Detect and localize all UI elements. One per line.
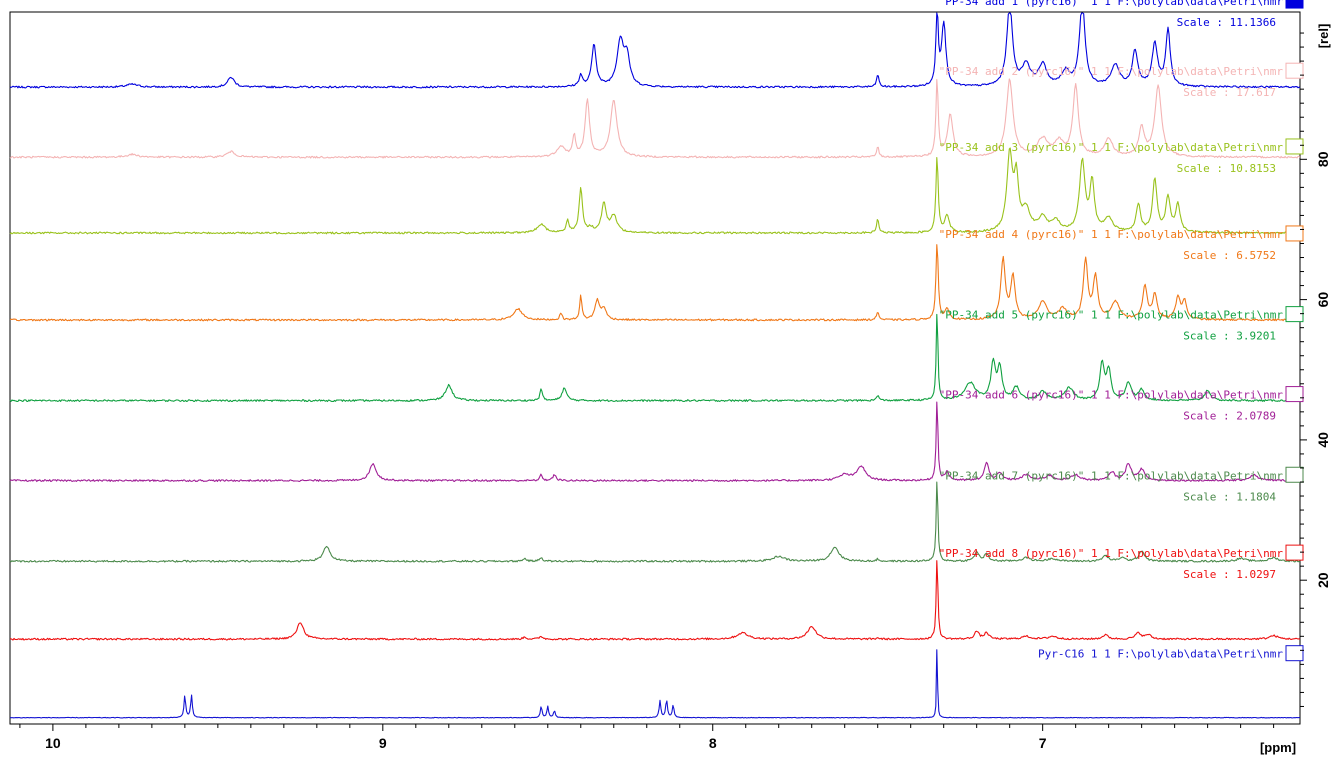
spectrum-trace-9 [9,649,1301,719]
spectrum-name-label: "PP-34 add 3 (pyrc16)" 1 1 F:\polylab\da… [939,141,1284,154]
spectrum-scale-label: Scale : 1.0297 [1183,568,1276,581]
spectrum-name-label: "PP-34 add 2 (pyrc16)" 1 1 F:\polylab\da… [939,65,1284,78]
spectrum-legend-swatch[interactable] [1285,645,1304,662]
spectrum-scale-label: Scale : 10.8153 [1177,162,1276,175]
spectrum-name-label: "PP-34 add 8 (pyrc16)" 1 1 F:\polylab\da… [939,547,1284,560]
spectrum-trace-7 [9,481,1301,563]
spectrum-scale-label: Scale : 6.5752 [1183,249,1276,262]
spectrum-legend-swatch[interactable] [1285,62,1304,79]
y-axis: [rel] 20 40 60 80 [1300,24,1331,707]
x-axis: [ppm] 10 9 8 7 [19,724,1296,755]
spectrum-traces [9,12,1301,719]
x-tick-label: 8 [709,735,717,751]
spectrum-name-label: "PP-34 add 4 (pyrc16)" 1 1 F:\polylab\da… [939,228,1284,241]
spectrum-scale-label: Scale : 11.1366 [1177,16,1276,29]
spectrum-name-label: "PP-34 add 6 (pyrc16)" 1 1 F:\polylab\da… [939,389,1284,402]
spectrum-trace-5 [9,313,1301,403]
spectrum-name-label: "PP-34 add 5 (pyrc16)" 1 1 F:\polylab\da… [939,309,1284,322]
spectrum-legend-swatch[interactable] [1285,0,1304,9]
x-tick-label: 10 [45,735,61,751]
x-tick-label: 7 [1039,735,1047,751]
y-tick-label: 80 [1315,151,1331,167]
spectrum-trace-2 [9,78,1301,159]
spectrum-scale-label: Scale : 1.1804 [1183,490,1276,503]
spectrum-name-label: "PP-34 add 1 (pyrc16)" 1 1 F:\polylab\da… [939,0,1284,8]
spectrum-labels: "PP-34 add 1 (pyrc16)" 1 1 F:\polylab\da… [939,0,1304,662]
spectrum-trace-4 [9,244,1300,322]
spectrum-trace-1 [9,12,1301,89]
x-tick-label: 9 [379,735,387,751]
spectrum-scale-label: Scale : 17.617 [1183,86,1276,99]
x-axis-unit: [ppm] [1260,740,1296,755]
spectrum-name-label: Pyr-C16 1 1 F:\polylab\data\Petri\nmr [1038,648,1283,661]
spectrum-legend-swatch[interactable] [1285,138,1304,155]
plot-frame [9,11,1301,725]
y-tick-label: 60 [1315,292,1331,308]
y-tick-label: 40 [1315,432,1331,448]
spectrum-trace-3 [9,147,1301,235]
y-axis-unit: [rel] [1316,24,1331,49]
spectrum-scale-label: Scale : 3.9201 [1183,330,1276,343]
spectrum-legend-swatch[interactable] [1285,466,1304,483]
spectrum-scale-label: Scale : 2.0789 [1183,410,1276,423]
spectrum-trace-6 [9,401,1301,483]
spectrum-legend-swatch[interactable] [1285,225,1304,242]
spectrum-name-label: "PP-34 add 7 (pyrc16)" 1 1 F:\polylab\da… [939,469,1284,482]
spectrum-trace-8 [9,560,1301,641]
y-tick-label: 20 [1315,572,1331,588]
spectrum-legend-swatch[interactable] [1285,386,1304,403]
